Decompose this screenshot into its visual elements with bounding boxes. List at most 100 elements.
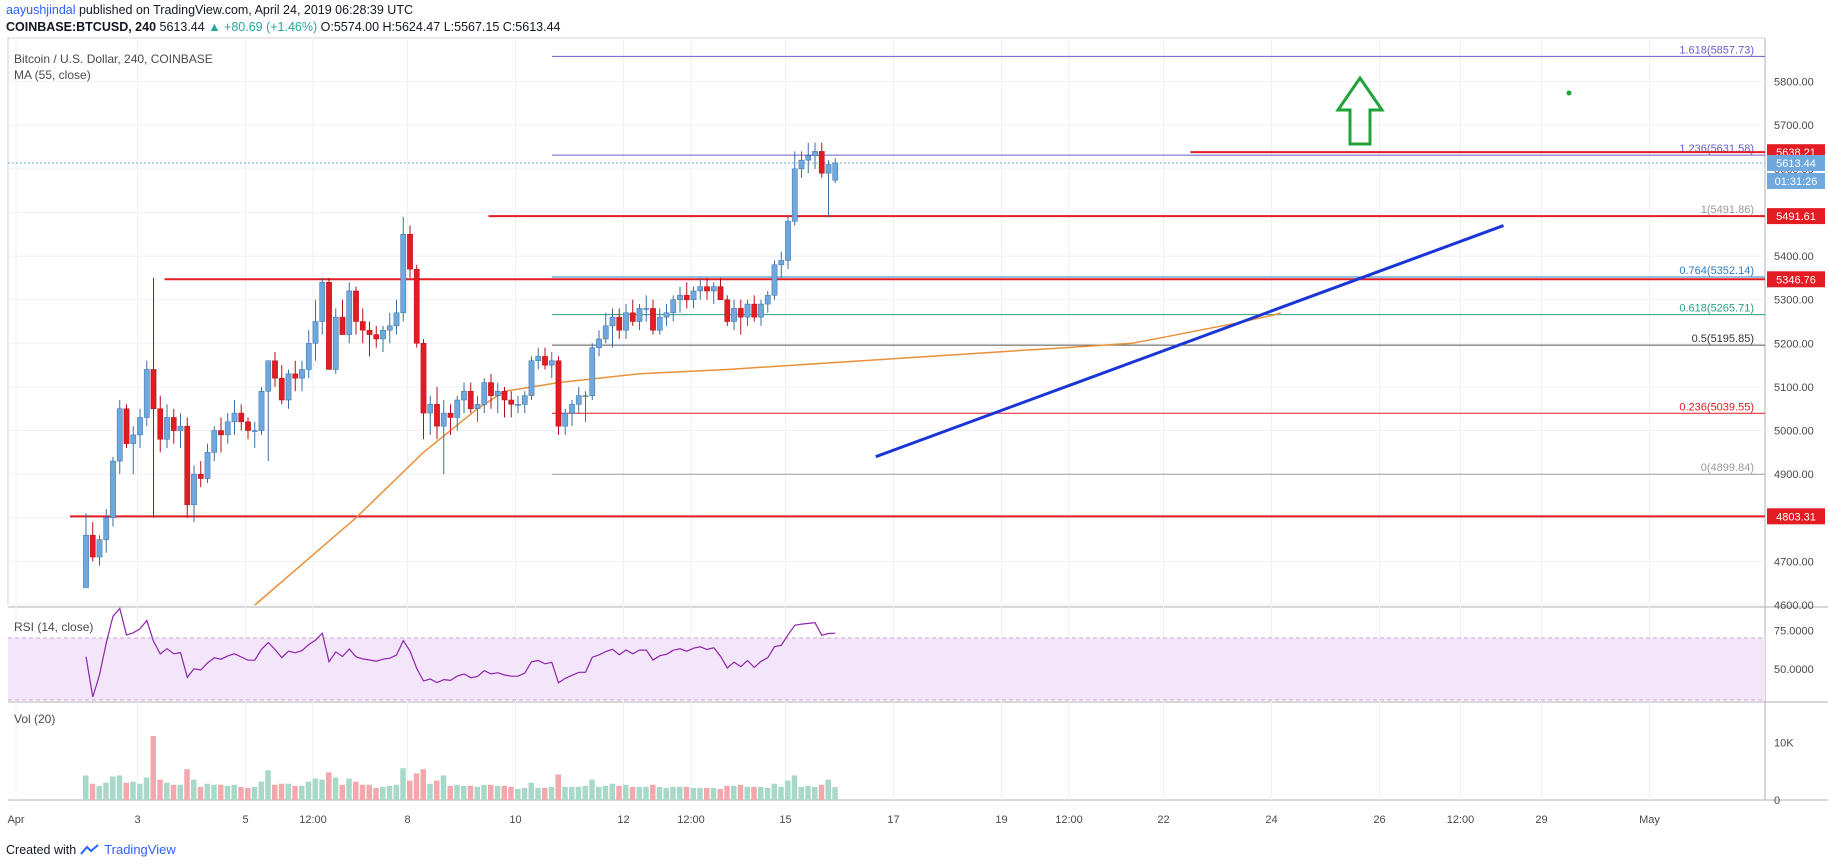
candle-body — [400, 234, 407, 314]
volume-bar — [285, 783, 291, 800]
candle-body — [231, 412, 238, 423]
volume-bar — [83, 775, 89, 800]
volume-bar — [164, 782, 170, 800]
volume-bar — [231, 784, 237, 800]
volume-bar — [494, 785, 501, 800]
volume-bar — [744, 786, 750, 800]
price-pane-frame — [7, 37, 1766, 606]
fib-level-label: 0.764(5352.14) — [1679, 265, 1754, 277]
candle-body — [170, 417, 177, 431]
candle-body — [758, 303, 764, 318]
volume-bar — [386, 785, 393, 800]
volume-bar — [501, 785, 507, 800]
price-tag — [1767, 172, 1825, 189]
high-value: 5624.47 — [395, 20, 441, 34]
candle-body — [413, 268, 420, 344]
volume-bar — [704, 787, 710, 800]
candle-body — [494, 391, 501, 396]
candle-body — [96, 539, 103, 558]
volume-bar — [805, 785, 811, 800]
open-label: O: — [320, 20, 334, 34]
volume-bar — [710, 787, 717, 800]
candle-body — [555, 360, 562, 427]
candle-body — [258, 391, 265, 431]
volume-bar — [184, 769, 190, 800]
price-tick-label: 5300.00 — [1774, 295, 1814, 307]
candle-body — [582, 395, 589, 397]
volume-bar — [265, 770, 271, 800]
candle-body — [218, 430, 224, 436]
volume-bar — [110, 776, 116, 800]
price-tick-label: 5800.00 — [1774, 77, 1814, 89]
main-legend: Bitcoin / U.S. Dollar, 240, COINBASE MA … — [14, 51, 213, 83]
volume-bar — [697, 787, 703, 800]
volume-bar — [521, 787, 528, 800]
volume-bar — [312, 778, 318, 800]
candle-body — [636, 308, 643, 322]
candle-body — [481, 382, 488, 405]
author-link[interactable]: aayushjindal — [6, 3, 76, 17]
candle-body — [474, 404, 481, 409]
volume-bar — [683, 786, 690, 800]
volume-bar — [555, 774, 561, 800]
volume-bar — [737, 784, 744, 800]
rsi-line — [85, 607, 836, 698]
x-tick-label: May — [1639, 814, 1660, 826]
ma-legend: MA (55, close) — [14, 68, 91, 82]
candle-body — [744, 303, 751, 318]
volume-bar — [116, 775, 123, 800]
volume-bar — [420, 769, 426, 800]
volume-bar — [373, 787, 379, 800]
volume-bar — [197, 786, 204, 800]
candle-body — [103, 517, 110, 540]
marker-dot — [1566, 90, 1572, 96]
volume-bar — [569, 786, 575, 800]
volume-bar — [461, 785, 467, 800]
tradingview-link[interactable]: TradingView — [104, 842, 176, 857]
volume-tick-label: 0 — [1774, 795, 1780, 807]
volume-bar — [508, 786, 514, 800]
rsi-legend: RSI (14, close) — [14, 620, 94, 634]
candle-body — [683, 295, 690, 300]
candle-body — [312, 321, 319, 344]
fib-level-label: 0.5(5195.85) — [1692, 333, 1754, 345]
volume-bar — [407, 780, 413, 800]
candle-body — [285, 373, 292, 401]
candle-body — [589, 347, 596, 396]
candle-body — [461, 391, 467, 401]
rsi-tick-label: 75.0000 — [1774, 625, 1814, 637]
volume-bar — [339, 784, 345, 800]
close-label: C: — [502, 20, 516, 34]
candle-body — [407, 234, 413, 270]
candle-body — [515, 404, 521, 406]
volume-bar — [832, 787, 838, 800]
volume-bar — [670, 786, 676, 800]
volume-bar — [157, 779, 163, 800]
x-tick-label: 12:00 — [677, 814, 705, 826]
volume-bar — [427, 783, 433, 800]
series-title: Bitcoin / U.S. Dollar, 240, COINBASE — [14, 52, 213, 66]
volume-bar — [251, 786, 258, 800]
volume-bar — [690, 787, 696, 800]
volume-bar — [677, 786, 683, 800]
volume-bar — [332, 777, 339, 800]
volume-bar — [238, 786, 244, 800]
candle-body — [265, 360, 272, 392]
candle-body — [535, 356, 542, 362]
candle-body — [191, 473, 197, 505]
volume-bar — [89, 783, 96, 800]
candle-body — [143, 369, 150, 418]
x-tick-label: 24 — [1265, 814, 1277, 826]
candle-body — [771, 264, 778, 296]
volume-bar — [548, 786, 555, 800]
volume-bar — [596, 786, 602, 800]
candle-body — [562, 412, 569, 427]
x-tick-label: 19 — [995, 814, 1007, 826]
volume-bar — [609, 783, 615, 800]
price-tag — [1767, 208, 1825, 225]
candle-body — [623, 312, 629, 331]
candle-body — [697, 286, 704, 292]
x-tick-label: 3 — [134, 814, 140, 826]
volume-bar — [346, 778, 352, 800]
